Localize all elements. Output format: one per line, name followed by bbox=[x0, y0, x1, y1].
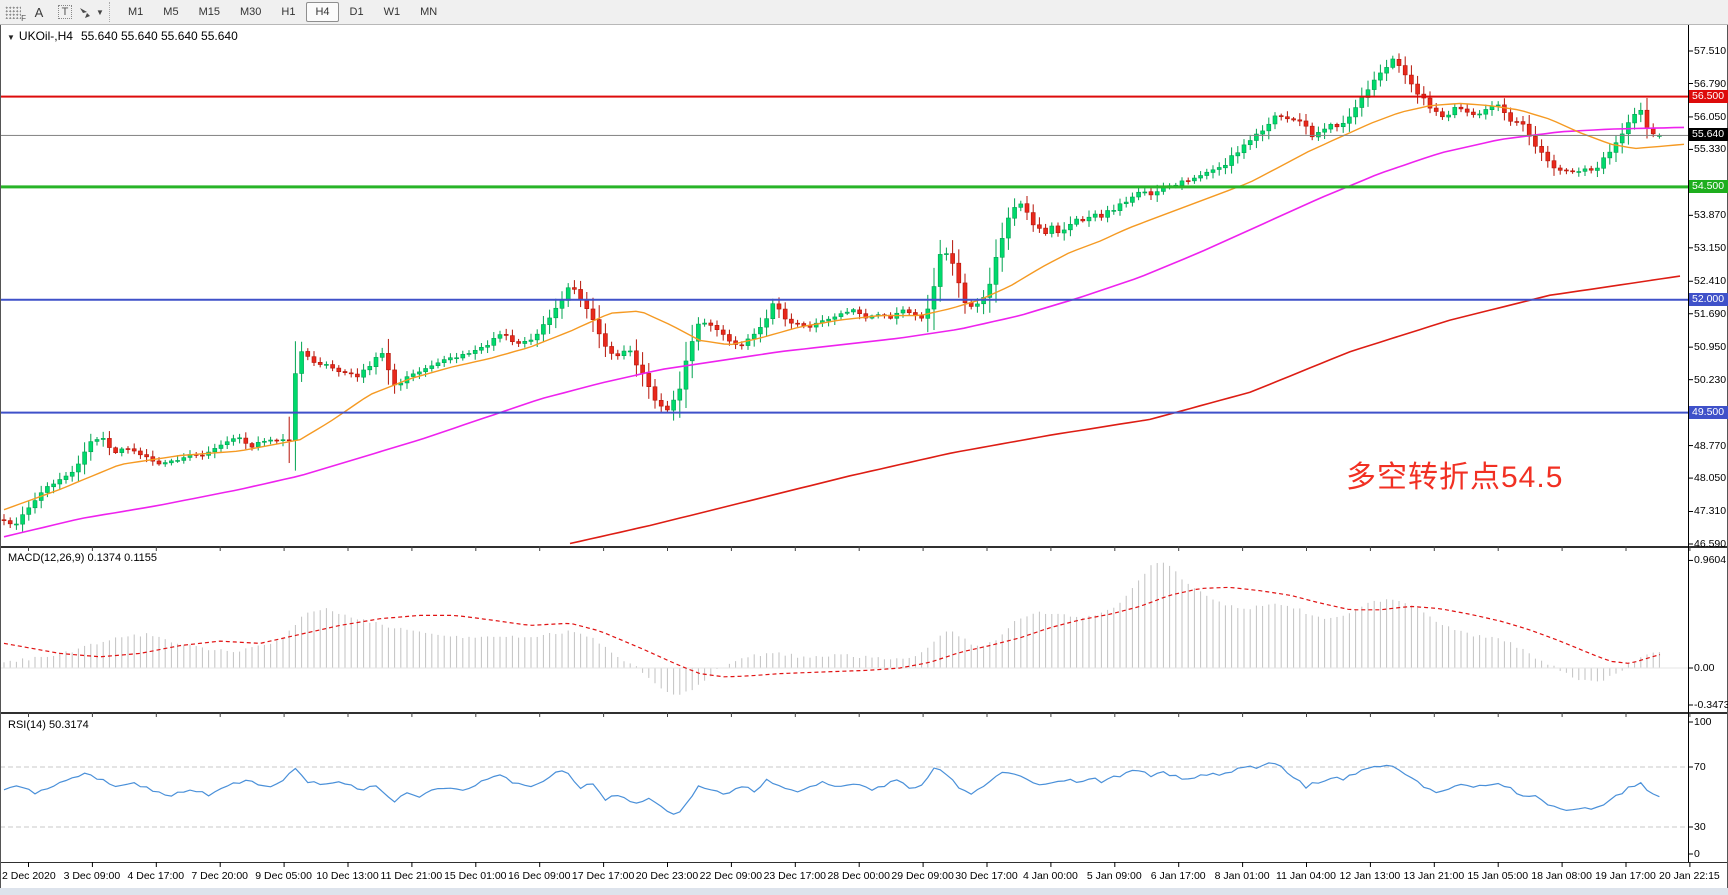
axis-label: 53.150 bbox=[1694, 241, 1727, 254]
toolbar-separator bbox=[109, 2, 111, 22]
axis-label: 55.330 bbox=[1694, 143, 1727, 156]
axis-label: 16 Dec 09:00 bbox=[507, 870, 571, 882]
axis-label: 2 Dec 2020 bbox=[2, 870, 56, 882]
axis-label: 51.690 bbox=[1694, 307, 1727, 320]
timeframe-button-H1[interactable]: H1 bbox=[281, 6, 296, 18]
axis-label: 18 Jan 08:00 bbox=[1531, 870, 1592, 882]
arrows-icon bbox=[80, 7, 91, 18]
bottom-strip bbox=[0, 888, 1728, 895]
axis-label: 20 Dec 23:00 bbox=[635, 870, 699, 882]
axis-label: 70 bbox=[1694, 761, 1706, 773]
axis-label: 23 Dec 17:00 bbox=[763, 870, 827, 882]
dotted-grid-icon: F bbox=[5, 5, 26, 23]
axis-label: 46.590 bbox=[1694, 537, 1727, 550]
axis-label: -0.3473 bbox=[1694, 699, 1728, 711]
axis-label: 30 Dec 17:00 bbox=[955, 870, 1018, 882]
axis-label: 100 bbox=[1694, 716, 1712, 728]
axis-label: 4 Dec 17:00 bbox=[127, 870, 185, 882]
timeframe-button-D1[interactable]: D1 bbox=[349, 6, 364, 18]
axis-label: 48.050 bbox=[1694, 472, 1727, 485]
price-level-label: 54.500 bbox=[1689, 179, 1728, 193]
axis-label: 7 Dec 20:00 bbox=[191, 870, 248, 882]
axis-label: 52.410 bbox=[1694, 275, 1727, 288]
axis-label: 20 Jan 22:15 bbox=[1659, 870, 1720, 882]
axis-label: 6 Jan 17:00 bbox=[1150, 870, 1206, 882]
chevron-down-icon[interactable]: ▼ bbox=[96, 7, 104, 17]
axis-label: 4 Jan 00:00 bbox=[1022, 870, 1078, 882]
timeframe-button-M1[interactable]: M1 bbox=[128, 6, 144, 18]
axis-label: 47.310 bbox=[1694, 505, 1727, 518]
axis-label: 56.790 bbox=[1694, 77, 1727, 90]
price-level-label: 55.640 bbox=[1689, 128, 1728, 142]
timeframe-button-M30[interactable]: M30 bbox=[239, 6, 262, 18]
axis-label: 3 Dec 09:00 bbox=[63, 870, 121, 882]
timeframe-button-H4[interactable]: H4 bbox=[306, 2, 339, 22]
rsi-label: RSI(14) 50.3174 bbox=[8, 719, 89, 731]
chart-title-row: ▼ UKOil-,H4 55.640 55.640 55.640 55.640 bbox=[7, 29, 238, 43]
macd-label: MACD(12,26,9) 0.1374 0.1155 bbox=[8, 552, 157, 564]
axis-label: 13 Jan 21:00 bbox=[1403, 870, 1465, 882]
arrows-dropdown-button[interactable]: ▼ bbox=[78, 2, 104, 22]
timeframe-button-M15[interactable]: M15 bbox=[198, 6, 220, 18]
axis-label: 29 Dec 09:00 bbox=[891, 870, 954, 882]
axis-label: 11 Dec 21:00 bbox=[380, 870, 443, 882]
symbol-label: UKOil-,H4 bbox=[18, 29, 73, 43]
axis-label: 0.00 bbox=[1694, 662, 1715, 674]
axis-label: 28 Dec 00:00 bbox=[827, 870, 890, 882]
indicator-grid-button[interactable]: F bbox=[0, 2, 26, 23]
axis-label: 0 bbox=[1694, 848, 1700, 860]
axis-label: 22 Dec 09:00 bbox=[699, 870, 763, 882]
text-box-icon: T bbox=[57, 5, 73, 19]
axis-label: 12 Jan 13:00 bbox=[1339, 870, 1401, 882]
axis-label: 0.9604 bbox=[1694, 554, 1727, 567]
timeframe-button-M5[interactable]: M5 bbox=[163, 6, 179, 18]
timeframe-button-MN[interactable]: MN bbox=[420, 6, 438, 18]
axis-label: 56.050 bbox=[1694, 110, 1727, 123]
quote-values: 55.640 55.640 55.640 55.640 bbox=[80, 29, 238, 43]
axis-label: 5 Jan 09:00 bbox=[1086, 870, 1142, 882]
axis-label: 50.950 bbox=[1694, 341, 1727, 354]
axis-label: 50.230 bbox=[1694, 373, 1727, 386]
axis-label: 48.770 bbox=[1694, 439, 1727, 452]
axis-label: 57.510 bbox=[1694, 45, 1727, 57]
price-level-label: 52.000 bbox=[1689, 292, 1728, 306]
price-level-label: 49.500 bbox=[1689, 405, 1728, 419]
timeframe-bar: M1 M5 M15 M30 H1 H4 D1 W1 MN bbox=[118, 2, 447, 22]
axis-label: 15 Jan 05:00 bbox=[1467, 870, 1529, 882]
letter-a-icon: A bbox=[34, 4, 44, 20]
axis-label: 11 Jan 04:00 bbox=[1276, 870, 1336, 882]
axis-label: 17 Dec 17:00 bbox=[571, 870, 635, 882]
text-label-button[interactable]: T bbox=[52, 2, 78, 22]
axis-label: 9 Dec 05:00 bbox=[255, 870, 312, 882]
axis-label: 15 Dec 01:00 bbox=[444, 870, 507, 882]
toolbar: F A T ▼ M1 M5 M15 M30 H1 H4 D1 W1 MN bbox=[0, 0, 1728, 25]
font-button[interactable]: A bbox=[26, 2, 52, 22]
axis-label: 19 Jan 17:00 bbox=[1595, 870, 1656, 882]
timeframe-button-W1[interactable]: W1 bbox=[383, 6, 401, 18]
axis-label: 10 Dec 13:00 bbox=[316, 870, 379, 882]
chart-annotation: 多空转折点54.5 bbox=[1346, 461, 1564, 494]
collapse-triangle-icon[interactable]: ▼ bbox=[7, 33, 15, 42]
axis-label: 8 Jan 01:00 bbox=[1214, 870, 1270, 882]
price-level-label: 56.500 bbox=[1689, 89, 1728, 103]
axis-label: 30 bbox=[1694, 821, 1706, 833]
axis-label: 53.870 bbox=[1694, 209, 1727, 222]
